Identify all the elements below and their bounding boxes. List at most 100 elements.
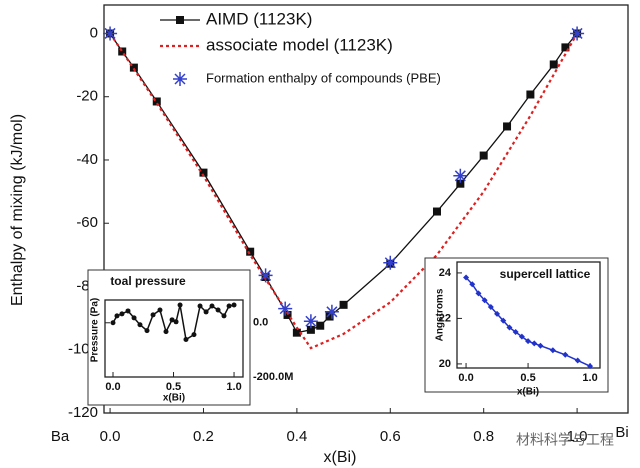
marker (494, 310, 501, 317)
marker (526, 90, 535, 99)
y-tick-label: -20 (76, 88, 98, 105)
inset-box (424, 257, 609, 393)
y-tick-label: 22 (439, 312, 451, 324)
inset-box (87, 269, 251, 406)
y-axis-label: Angstroms (435, 288, 446, 341)
marker (587, 363, 594, 370)
marker (531, 340, 538, 347)
marker (221, 313, 227, 319)
marker (183, 337, 189, 343)
marker (197, 303, 203, 309)
y-tick-label: 20 (439, 358, 451, 370)
marker (479, 151, 488, 160)
watermark: 材料科学与工程 (516, 432, 614, 448)
marker (463, 274, 470, 281)
marker (150, 312, 156, 318)
marker (324, 304, 339, 319)
marker (383, 255, 398, 270)
x-tick-label: 1.0 (567, 428, 588, 445)
x-tick-label: 0.0 (100, 428, 121, 445)
x-axis-label: x(Bi) (324, 449, 357, 466)
x-tick-label: 0.4 (286, 428, 307, 445)
marker (163, 329, 169, 335)
annotation: Bi (615, 424, 628, 441)
marker (209, 303, 215, 309)
y-tick-label: -60 (76, 214, 98, 231)
marker (119, 311, 125, 317)
marker (110, 320, 116, 326)
marker (246, 247, 255, 256)
marker (537, 342, 544, 349)
marker (503, 122, 512, 131)
marker (549, 60, 558, 69)
x-axis-label: x(Bi) (163, 393, 185, 404)
marker (512, 329, 519, 336)
marker (525, 338, 532, 345)
marker (456, 179, 465, 188)
marker (103, 26, 118, 41)
marker (173, 319, 179, 325)
marker (570, 26, 585, 41)
x-tick-label: 0.2 (193, 428, 214, 445)
annotation: Ba (51, 428, 70, 445)
x-tick-label: 0.5 (520, 372, 535, 384)
x-tick-label: 1.0 (582, 372, 597, 384)
legend-marker (176, 16, 184, 24)
marker (215, 307, 221, 313)
legend-label: Formation enthalpy of compounds (PBE) (206, 70, 441, 85)
inset-title: toal pressure (110, 274, 186, 288)
marker (152, 97, 161, 106)
marker (125, 308, 131, 314)
marker (325, 312, 334, 321)
x-tick-label: 1.0 (226, 381, 241, 393)
y-tick-label: -40 (76, 151, 98, 168)
y-axis-label: Pressure (Pa) (90, 298, 101, 362)
marker (574, 357, 581, 364)
series-line (109, 32, 579, 350)
marker (177, 302, 183, 308)
legend-marker (173, 72, 187, 86)
marker (169, 317, 175, 323)
marker (203, 309, 209, 315)
marker (231, 302, 237, 308)
marker (278, 301, 293, 316)
inset-title: supercell lattice (500, 267, 591, 281)
marker (475, 290, 482, 297)
y-tick-label: 24 (439, 267, 452, 279)
marker (199, 168, 208, 177)
x-axis-label: x(Bi) (517, 387, 539, 398)
marker (303, 314, 318, 329)
marker (339, 300, 348, 309)
marker (114, 313, 120, 319)
marker (500, 317, 507, 324)
marker (306, 325, 315, 334)
marker (562, 351, 569, 358)
marker (561, 43, 570, 52)
marker (191, 332, 197, 338)
marker (137, 322, 143, 328)
legend-label: AIMD (1123K) (206, 9, 312, 28)
marker (469, 281, 476, 288)
x-tick-label: 0.5 (166, 381, 181, 393)
legend-label: associate model (1123K) (206, 35, 393, 54)
marker (292, 328, 301, 337)
marker (157, 307, 163, 313)
marker (258, 268, 273, 283)
plot-frame (103, 4, 629, 414)
marker (129, 63, 138, 72)
marker (549, 347, 556, 354)
marker (118, 47, 127, 56)
marker (453, 168, 468, 183)
marker (432, 207, 441, 216)
marker (316, 321, 325, 330)
y-tick-label: 0 (90, 24, 98, 41)
marker (226, 303, 232, 309)
y-tick-label: 0.0 (253, 317, 268, 329)
marker (481, 297, 488, 304)
y-tick-label: -200.0M (253, 371, 293, 383)
y-axis-label: Enthalpy of mixing (kJ/mol) (9, 114, 26, 306)
x-tick-label: 0.6 (380, 428, 401, 445)
y-tick-label: -120 (68, 404, 98, 421)
marker (144, 328, 150, 334)
